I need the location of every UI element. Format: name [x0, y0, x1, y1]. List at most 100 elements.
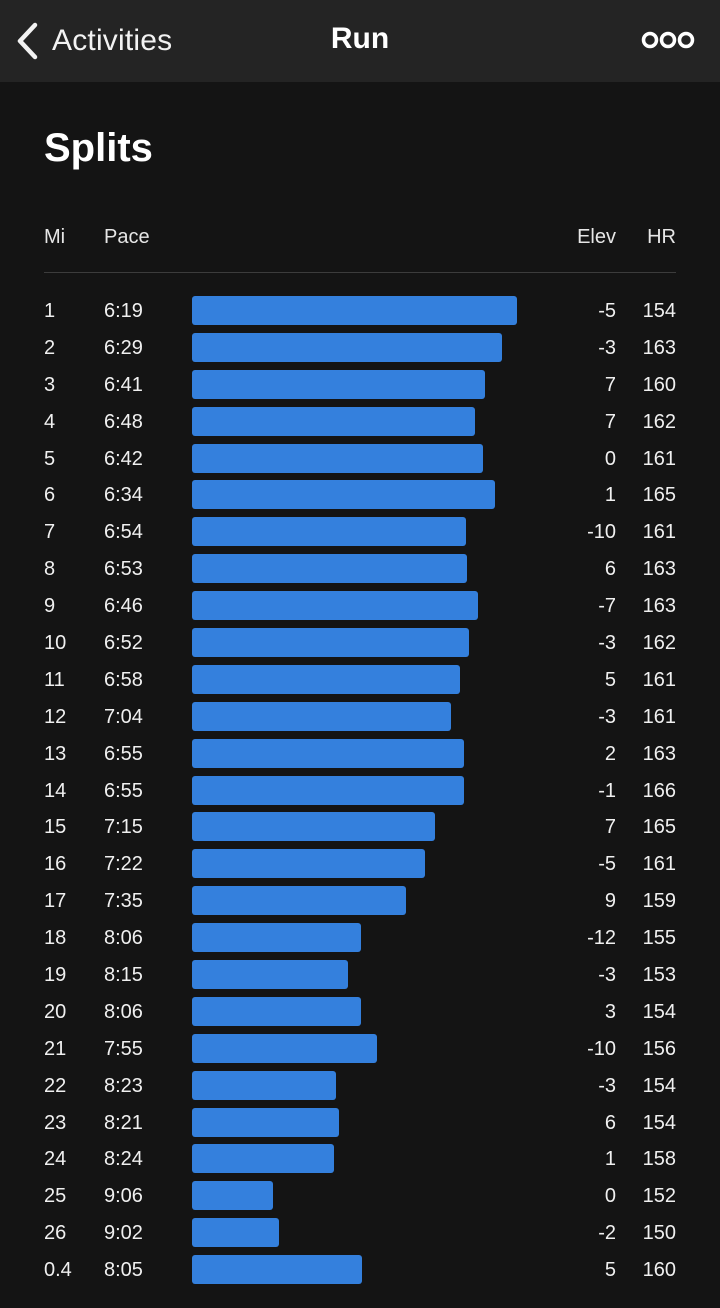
- pace-bar: [192, 1144, 334, 1174]
- split-row: 11 6:58 5 161: [0, 662, 720, 699]
- split-mile: 26: [44, 1222, 67, 1245]
- split-row: 18 8:06 -12 155: [0, 920, 720, 957]
- split-elevation: -3: [598, 705, 616, 728]
- split-elevation: 6: [604, 558, 616, 581]
- split-pace: 6:48: [104, 410, 143, 433]
- split-heart-rate: 159: [642, 890, 676, 913]
- split-row: 1 6:19 -5 154: [0, 293, 720, 330]
- back-button[interactable]: Activities: [14, 20, 172, 62]
- split-mile: 12: [44, 705, 67, 728]
- split-pace: 8:23: [104, 1074, 143, 1097]
- split-elevation: -3: [598, 632, 616, 655]
- split-pace: 7:55: [104, 1037, 143, 1060]
- split-heart-rate: 162: [642, 410, 676, 433]
- split-heart-rate: 160: [642, 373, 676, 396]
- split-row: 23 8:21 6 154: [0, 1105, 720, 1142]
- split-heart-rate: 161: [642, 853, 676, 876]
- more-options-icon: [641, 31, 695, 49]
- split-mile: 5: [44, 447, 56, 470]
- pace-bar: [192, 849, 425, 879]
- split-mile: 2: [44, 336, 56, 359]
- pace-bar: [192, 1255, 362, 1285]
- split-row: 25 9:06 0 152: [0, 1178, 720, 1215]
- split-row: 22 8:23 -3 154: [0, 1068, 720, 1105]
- split-elevation: -2: [598, 1222, 616, 1245]
- split-row: 3 6:41 7 160: [0, 367, 720, 404]
- split-elevation: 7: [604, 816, 616, 839]
- split-pace: 6:55: [104, 779, 143, 802]
- pace-bar: [192, 1218, 279, 1248]
- split-row: 6 6:34 1 165: [0, 477, 720, 514]
- more-options-button[interactable]: [640, 26, 696, 56]
- split-pace: 7:35: [104, 890, 143, 913]
- splits-panel: Splits Mi Pace Elev HR 1 6:19 -5 154 2 6:29 -3…: [0, 82, 720, 1308]
- split-row: 21 7:55 -10 156: [0, 1031, 720, 1068]
- split-heart-rate: 161: [642, 668, 676, 691]
- pace-bar: [192, 960, 348, 990]
- split-mile: 6: [44, 484, 56, 507]
- split-heart-rate: 154: [642, 300, 676, 322]
- split-pace: 6:42: [104, 447, 143, 470]
- split-row: 26 9:02 -2 150: [0, 1215, 720, 1252]
- header-divider: [44, 272, 676, 273]
- split-heart-rate: 165: [642, 816, 676, 839]
- pace-bar: [192, 738, 464, 768]
- split-heart-rate: 160: [642, 1259, 676, 1282]
- pace-bar: [192, 517, 466, 547]
- split-mile: 1: [44, 300, 56, 322]
- split-elevation: 2: [604, 742, 616, 765]
- split-mile: 24: [44, 1148, 67, 1171]
- split-row: 5 6:42 0 161: [0, 441, 720, 478]
- split-elevation: -3: [598, 964, 616, 987]
- split-heart-rate: 163: [642, 595, 676, 618]
- pace-bar: [192, 701, 451, 731]
- column-header-mi: Mi: [44, 226, 66, 248]
- pace-bar: [192, 480, 495, 510]
- split-heart-rate: 161: [642, 521, 676, 544]
- pace-bar: [192, 812, 435, 842]
- split-row: 7 6:54 -10 161: [0, 514, 720, 551]
- split-pace: 6:52: [104, 632, 143, 655]
- split-pace: 9:02: [104, 1222, 143, 1245]
- split-elevation: 7: [604, 410, 616, 433]
- split-elevation: -10: [587, 1037, 616, 1060]
- split-row: 9 6:46 -7 163: [0, 588, 720, 625]
- pace-bar: [192, 1033, 377, 1063]
- split-mile: 8: [44, 558, 56, 581]
- split-elevation: -10: [587, 521, 616, 544]
- pace-bar: [192, 1107, 339, 1137]
- split-pace: 6:41: [104, 373, 143, 396]
- split-elevation: -7: [598, 595, 616, 618]
- split-pace: 7:04: [104, 705, 143, 728]
- navigation-bar: Activities Run: [0, 0, 720, 82]
- split-heart-rate: 155: [642, 927, 676, 950]
- split-pace: 6:29: [104, 336, 143, 359]
- split-heart-rate: 165: [642, 484, 676, 507]
- split-mile: 13: [44, 742, 67, 765]
- split-mile: 25: [44, 1185, 67, 1208]
- split-row: 0.4 8:05 5 160: [0, 1252, 720, 1289]
- split-mile: 19: [44, 964, 67, 987]
- split-mile: 10: [44, 632, 67, 655]
- split-elevation: 6: [604, 1111, 616, 1134]
- split-pace: 6:55: [104, 742, 143, 765]
- split-pace: 8:15: [104, 964, 143, 987]
- split-elevation: 0: [604, 1185, 616, 1208]
- pace-bar: [192, 369, 485, 399]
- split-heart-rate: 162: [642, 632, 676, 655]
- split-mile: 18: [44, 927, 67, 950]
- split-mile: 0.4: [44, 1259, 72, 1282]
- split-pace: 6:46: [104, 595, 143, 618]
- split-heart-rate: 150: [642, 1222, 676, 1245]
- pace-bar: [192, 775, 464, 805]
- splits-list: 1 6:19 -5 154 2 6:29 -3 163 3 6:41 7 160 4 6:48 7 162 5 6…: [0, 293, 720, 1289]
- pace-bar: [192, 443, 483, 473]
- split-row: 8 6:53 6 163: [0, 551, 720, 588]
- split-elevation: 1: [604, 484, 616, 507]
- splits-title: Splits: [44, 126, 153, 170]
- split-heart-rate: 154: [642, 1111, 676, 1134]
- split-pace: 8:05: [104, 1259, 143, 1282]
- split-mile: 11: [44, 668, 65, 691]
- split-elevation: -3: [598, 336, 616, 359]
- split-row: 14 6:55 -1 166: [0, 773, 720, 810]
